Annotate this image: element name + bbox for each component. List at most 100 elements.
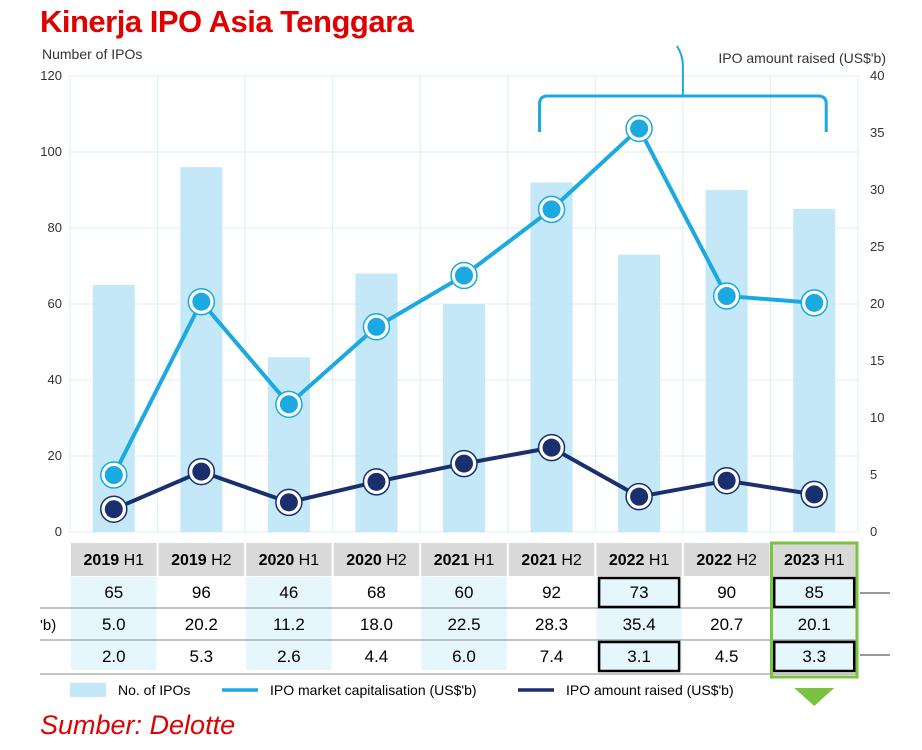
table-cell: 20.1 xyxy=(798,615,831,634)
right-axis-tick-label: 5 xyxy=(870,467,877,482)
market-cap-point xyxy=(367,317,386,336)
table-column-shade xyxy=(421,577,507,670)
table-header-cell xyxy=(158,543,245,576)
table-header-cell xyxy=(508,543,595,576)
table-header-label: 2021 H1 xyxy=(434,552,495,569)
table-cell: 35.4 xyxy=(623,615,656,634)
source-note: Sumber: Delotte xyxy=(40,710,236,740)
table-header-cell xyxy=(333,543,420,576)
table-header-cell xyxy=(771,543,857,576)
right-axis-tick-label: 0 xyxy=(870,524,877,539)
market-cap-point xyxy=(104,466,123,484)
table-column-shade xyxy=(246,577,332,670)
right-axis-tick-label: 20 xyxy=(870,296,884,311)
table-cell: 68 xyxy=(367,583,386,602)
table-cell-box xyxy=(597,576,681,609)
table-header-label: 2022 H1 xyxy=(609,552,670,569)
table-row-label: 'b) xyxy=(40,617,56,634)
amount-raised-point xyxy=(717,471,736,490)
table-cell: 3.3 xyxy=(802,647,826,666)
table-cell: 2.0 xyxy=(102,647,126,666)
table-header-cell xyxy=(421,543,507,576)
chart-title: Kinerja IPO Asia Tenggara xyxy=(40,4,414,39)
market-cap-point xyxy=(455,266,473,285)
table-cell: 6.0 xyxy=(452,647,476,666)
table-header-label: 2019 H2 xyxy=(171,552,232,569)
table-cell: 4.5 xyxy=(715,647,739,666)
table-cell: 92 xyxy=(542,583,561,602)
table-cell: 85 xyxy=(805,583,824,602)
table-header-label: 2022 H2 xyxy=(696,552,757,569)
table-column-shade xyxy=(71,577,157,670)
amount-raised-point xyxy=(279,493,298,512)
table-cell-box xyxy=(597,640,681,673)
right-axis-tick-label: 40 xyxy=(870,68,884,83)
amount-raised-point xyxy=(542,438,561,457)
bar xyxy=(443,304,485,532)
table-header-label: 2020 H1 xyxy=(259,552,320,569)
table-header-cell xyxy=(596,543,682,576)
left-axis-tick-label: 40 xyxy=(48,372,62,387)
amount-raised-point xyxy=(805,485,824,504)
amount-raised-point xyxy=(630,487,649,506)
table-cell: 96 xyxy=(192,583,211,602)
left-axis-label: Number of IPOs xyxy=(42,46,142,62)
right-axis-tick-label: 25 xyxy=(870,239,884,254)
table-cell: 5.3 xyxy=(190,647,214,666)
left-axis-tick-label: 20 xyxy=(48,448,62,463)
table-cell-box xyxy=(772,640,856,673)
market-cap-point xyxy=(630,119,649,138)
right-axis-label: IPO amount raised (US$'b) xyxy=(718,50,886,66)
table-cell: 60 xyxy=(455,583,474,602)
left-axis-tick-label: 0 xyxy=(55,524,62,539)
market-cap-point xyxy=(192,292,211,311)
table-cell: 2.6 xyxy=(277,647,301,666)
amount-raised-point xyxy=(367,472,386,491)
left-axis-tick-label: 100 xyxy=(40,144,62,159)
right-axis-tick-label: 30 xyxy=(870,182,884,197)
table-header-label: 2020 H2 xyxy=(346,552,407,569)
table-cell: 28.3 xyxy=(535,615,568,634)
left-axis-tick-label: 60 xyxy=(48,296,62,311)
highlight-arrow xyxy=(794,688,835,706)
bar xyxy=(530,182,573,532)
amount-raised-point xyxy=(455,454,473,473)
legend-label: IPO market capitalisation (US$'b) xyxy=(270,682,477,698)
table-cell: 4.4 xyxy=(365,647,389,666)
legend-swatch-bar xyxy=(70,683,106,697)
table-cell: 22.5 xyxy=(447,615,480,634)
table-cell: 20.2 xyxy=(185,615,218,634)
market-cap-point xyxy=(279,395,298,414)
right-axis-tick-label: 15 xyxy=(870,353,884,368)
table-column-shade xyxy=(771,577,857,670)
table-cell: 90 xyxy=(717,583,736,602)
amount-raised-point xyxy=(192,462,211,481)
right-axis-tick-label: 35 xyxy=(870,125,884,140)
market-cap-point xyxy=(542,200,561,219)
table-header-label: 2019 H1 xyxy=(84,552,145,569)
table-header-cell xyxy=(683,543,770,576)
right-axis-tick-label: 10 xyxy=(870,410,884,425)
bracket-callout-line xyxy=(676,45,684,96)
left-axis-tick-label: 120 xyxy=(40,68,62,83)
table-column-shade xyxy=(596,577,682,670)
market-cap-point xyxy=(717,287,736,306)
left-axis-tick-label: 80 xyxy=(48,220,62,235)
amount-raised-point xyxy=(104,500,123,519)
table-cell: 73 xyxy=(630,583,649,602)
legend-label: IPO amount raised (US$'b) xyxy=(566,682,734,698)
bar xyxy=(92,285,135,532)
table-cell: 65 xyxy=(104,583,123,602)
table-cell: 20.7 xyxy=(710,615,743,634)
table-header-cell xyxy=(71,543,157,576)
table-cell: 18.0 xyxy=(360,615,393,634)
table-cell: 3.1 xyxy=(627,647,651,666)
table-cell: 5.0 xyxy=(102,615,126,634)
highlight-column-frame xyxy=(769,541,859,679)
market-cap-point xyxy=(805,293,824,312)
table-header-label: 2021 H2 xyxy=(521,552,582,569)
table-header-label: 2023 H1 xyxy=(784,552,845,569)
table-cell: 46 xyxy=(279,583,298,602)
bar xyxy=(793,209,836,532)
